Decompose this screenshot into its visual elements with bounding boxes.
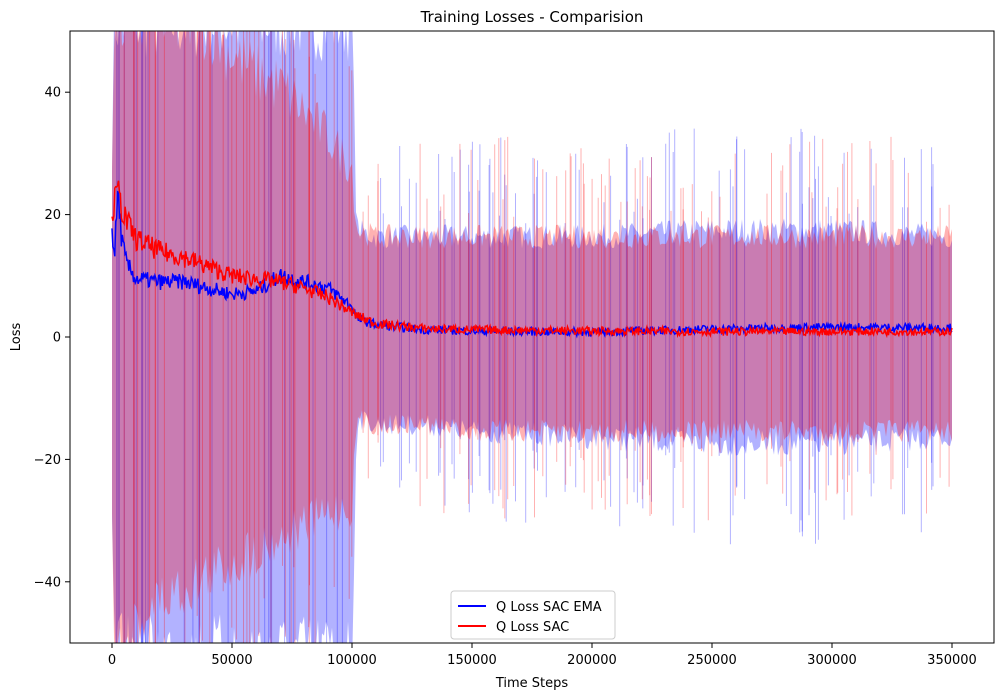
y-axis-title: Loss: [9, 323, 24, 352]
x-tick-label: 100000: [327, 653, 377, 668]
x-tick-label: 150000: [447, 653, 497, 668]
legend-box: [450, 590, 616, 640]
x-tick-label: 0: [108, 653, 116, 668]
x-tick-label: 250000: [687, 653, 737, 668]
legend-label-q-loss-sac: Q Loss SAC: [496, 620, 569, 635]
band-q-loss-sac: [112, 31, 952, 643]
y-axis: −40 −20 0 20 40: [34, 86, 70, 590]
band-q-loss-sac-ema: [112, 31, 952, 643]
y-tick-label: −40: [34, 575, 61, 590]
y-tick-label: −20: [34, 453, 61, 468]
x-axis: 0 50000 100000 150000 200000 250000 300000 3500…: [108, 643, 977, 668]
chart-title: Training Losses - Comparision: [420, 8, 644, 26]
y-tick-label: 20: [44, 208, 61, 223]
y-tick-label: 40: [44, 86, 61, 101]
legend-label-q-loss-sac-ema: Q Loss SAC EMA: [496, 600, 602, 615]
x-tick-label: 200000: [567, 653, 617, 668]
line-q-loss-sac-ema: [111, 190, 953, 339]
x-axis-title: Time Steps: [495, 676, 569, 691]
y-tick-label: 0: [53, 331, 61, 346]
x-tick-label: 300000: [807, 653, 857, 668]
legend: Q Loss SAC EMA Q Loss SAC: [450, 590, 616, 640]
plot-area: [111, 31, 953, 643]
x-tick-label: 350000: [927, 653, 977, 668]
x-tick-label: 50000: [211, 653, 252, 668]
line-q-loss-sac: [111, 180, 953, 339]
